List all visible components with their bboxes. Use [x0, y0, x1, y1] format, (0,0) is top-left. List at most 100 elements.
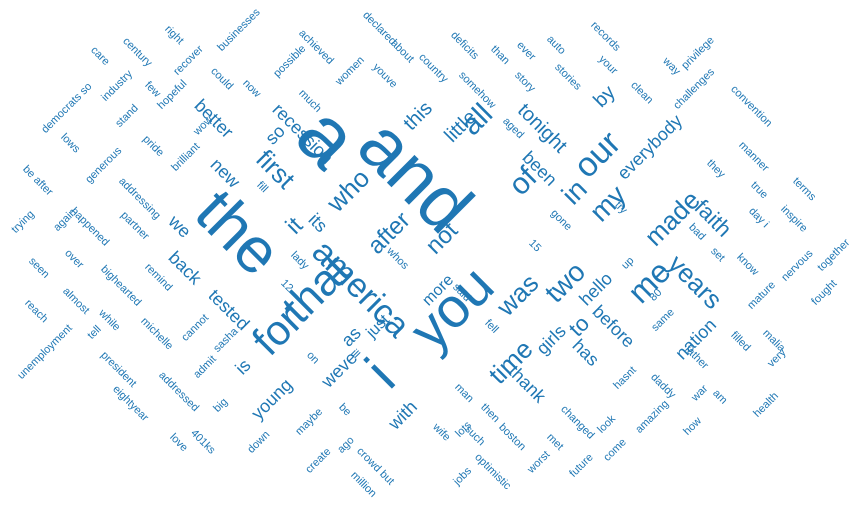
word-trying: trying	[9, 208, 37, 236]
word-met: met	[544, 431, 566, 453]
word-democrats-so: democrats so	[39, 80, 95, 136]
word-few: few	[142, 79, 163, 100]
word-brilliant: brilliant	[169, 140, 203, 174]
word-man: man	[452, 381, 476, 405]
word-on: on	[304, 349, 322, 367]
word-big: big	[211, 395, 231, 415]
word-clean: clean	[628, 79, 656, 107]
word-sasha: sasha	[211, 325, 241, 355]
word-with: with	[384, 396, 422, 434]
word-15: 15	[526, 237, 544, 255]
word-youve: youve	[370, 61, 400, 91]
word-inspire: inspire	[778, 203, 810, 235]
word-fell: fell	[482, 317, 501, 336]
word-be-after: be after	[20, 163, 56, 199]
word-story: story	[512, 69, 538, 95]
word-fought: fought	[809, 277, 840, 308]
word-hopeful: hopeful	[155, 77, 190, 112]
word-hasnt: hasnt	[611, 364, 639, 392]
word-health: health	[751, 390, 781, 420]
word-nervous: nervous	[779, 247, 816, 284]
word-deficits: deficits	[448, 29, 481, 62]
word-optimistic: optimistic	[472, 451, 514, 493]
word-manner: manner	[736, 139, 772, 175]
word-by: by	[589, 81, 620, 112]
word-country: country	[416, 51, 451, 86]
word-admit: admit	[191, 353, 219, 381]
word-am: am	[710, 387, 730, 407]
word-tell: tell	[85, 323, 104, 342]
word-look: look	[595, 413, 619, 436]
word-you: you	[397, 253, 506, 362]
word-partner: partner	[118, 209, 152, 243]
word-know: know	[734, 251, 761, 278]
word-addressed: addressed	[156, 369, 202, 415]
word-set: set	[708, 245, 728, 265]
word-its: its	[304, 209, 332, 237]
word-401ks: 401ks	[188, 427, 218, 457]
word-recover: recover	[171, 43, 206, 78]
word-has: has	[568, 335, 604, 370]
word-together: together	[815, 236, 853, 274]
word-stand: stand	[113, 102, 141, 130]
word-thank: thank	[504, 361, 550, 407]
word-changed: changed	[558, 403, 597, 442]
word-filled: filled	[728, 329, 753, 354]
word-much: much	[296, 87, 324, 115]
word-care: care	[88, 44, 112, 68]
word-bighearted: bighearted	[98, 263, 144, 309]
word-your: your	[596, 53, 620, 77]
word-million: million	[348, 469, 379, 500]
word-be: be	[336, 401, 354, 419]
word-same: same	[649, 306, 677, 334]
word-women: women	[333, 54, 367, 88]
word-future: future	[567, 451, 596, 480]
word-was: was	[490, 267, 545, 322]
word-whos: whos	[384, 245, 411, 272]
word-ever: ever	[514, 39, 538, 63]
word-maybe: maybe	[293, 405, 326, 438]
word-amazing: amazing	[633, 397, 672, 436]
word-tested: tested	[204, 285, 254, 335]
word-almost: almost	[60, 285, 92, 317]
word-then: then	[478, 401, 502, 425]
word-war: war	[689, 382, 711, 404]
word-daddy: daddy	[648, 371, 678, 401]
word-worst: worst	[525, 448, 553, 476]
word-unemployment: unemployment	[15, 322, 75, 382]
word-possible: possible	[271, 42, 309, 80]
word-industry: industry	[99, 68, 136, 104]
word-i: i	[353, 346, 407, 400]
word-girls: girls	[532, 320, 570, 359]
word-come: come	[601, 436, 629, 464]
word-records: records	[588, 19, 623, 54]
word-our: our	[566, 123, 629, 186]
word-seen: seen	[26, 255, 52, 281]
word-true: true	[748, 179, 771, 202]
word-they: they	[704, 157, 728, 181]
word-love: love	[167, 431, 190, 455]
word-wife: wife	[430, 421, 453, 444]
word-generous: generous	[83, 144, 125, 186]
word-lows: lows	[58, 131, 83, 156]
word-before: before	[588, 301, 639, 352]
word-over: over	[62, 247, 86, 271]
word-how: how	[681, 415, 705, 438]
word-is: is	[231, 355, 255, 379]
word-way: way	[660, 55, 683, 78]
word-convention: convention	[728, 83, 775, 130]
word-young: young	[247, 374, 297, 424]
word-very: very	[765, 346, 789, 370]
word-cannot: cannot	[179, 311, 212, 344]
word-as: as	[337, 322, 365, 351]
word-day-i: day i	[746, 205, 772, 231]
word-now: now	[240, 77, 263, 101]
word-reach: reach	[22, 297, 51, 326]
word-gone: gone	[548, 207, 575, 234]
word-century: century	[120, 35, 155, 70]
word-stories: stories	[552, 61, 584, 93]
word-michelle: michelle	[138, 315, 176, 353]
word-about: about	[388, 37, 417, 66]
word-right: right	[162, 23, 186, 47]
